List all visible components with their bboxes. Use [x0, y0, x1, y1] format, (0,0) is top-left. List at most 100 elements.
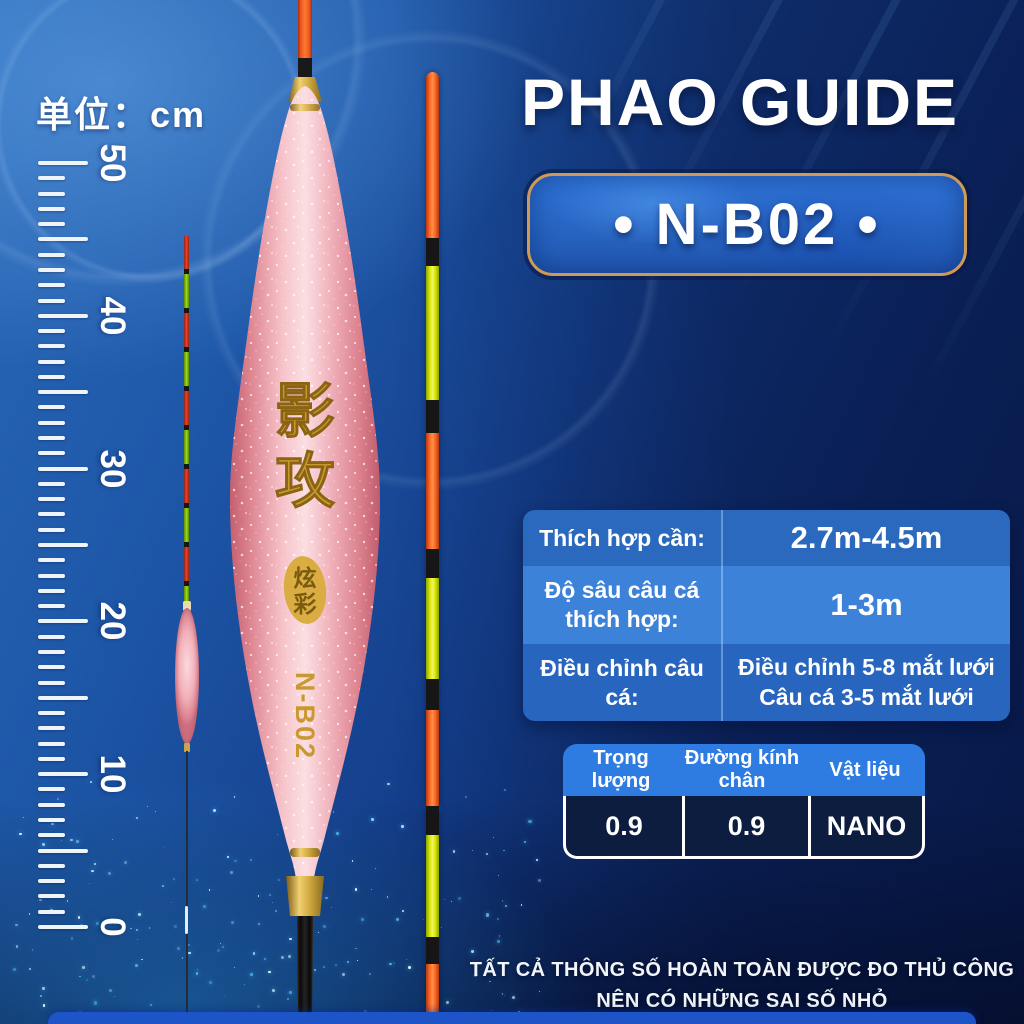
- spec-label: Độ sâu câu cá thích hợp:: [523, 566, 723, 644]
- antenna-segment-red: [184, 469, 189, 503]
- ruler-tick: [38, 696, 88, 700]
- spec-table-header-weight: Trọng lượng: [563, 744, 679, 796]
- ruler-tick: [38, 589, 65, 593]
- ruler-tick: [38, 390, 88, 394]
- ruler: 0 10 20 30 40 50: [38, 150, 188, 940]
- ruler-tick: [38, 360, 65, 364]
- antenna-segment-red: [184, 313, 189, 347]
- ruler-tick: [38, 849, 88, 853]
- antenna-segment-red: [184, 391, 189, 425]
- spec-value: Điều chỉnh 5-8 mắt lưới Câu cá 3-5 mắt l…: [723, 644, 1010, 722]
- ruler-tick: [38, 650, 65, 654]
- ruler-tick: [38, 344, 65, 348]
- spec-row-adjustment: Điều chỉnh câu cá: Điều chỉnh 5-8 mắt lư…: [523, 644, 1010, 722]
- ruler-tick: [38, 222, 65, 226]
- antenna-segment-black: [426, 679, 439, 710]
- big-float-bottom-collar: [286, 876, 324, 916]
- spec-table-body: 0.9 0.9 NANO: [563, 796, 925, 859]
- big-float-antenna: [298, 0, 312, 80]
- main-antenna: [426, 72, 439, 1024]
- big-float: 影 攻 炫 彩 N-B02: [222, 0, 388, 1024]
- ruler-tick: [38, 833, 65, 837]
- ruler-tick: [38, 665, 65, 669]
- ruler-tick: [38, 207, 65, 211]
- ruler-tick: [38, 375, 65, 379]
- antenna-segment-orange: [426, 433, 439, 549]
- big-float-graphic: 影 攻 炫 彩 N-B02: [222, 0, 388, 1024]
- small-reference-float: [170, 230, 204, 940]
- spec-table-value-material: NANO: [808, 796, 922, 856]
- big-float-top-ring: [290, 104, 320, 111]
- big-float-antenna-black-tip: [298, 58, 312, 80]
- antenna-segment-red: [184, 235, 189, 269]
- ruler-tick: [38, 482, 65, 486]
- spec-value: 2.7m-4.5m: [723, 510, 1010, 566]
- disclaimer-text: TẤT CẢ THÔNG SỐ HOÀN TOÀN ĐƯỢC ĐO THỦ CÔ…: [450, 955, 1024, 1017]
- spec-table-value-diameter: 0.9: [682, 796, 808, 856]
- ruler-tick: [38, 879, 65, 883]
- ruler-tick: [38, 635, 65, 639]
- ruler-tick: [38, 528, 65, 532]
- big-float-model-text: N-B02: [290, 672, 320, 760]
- ruler-tick: [38, 192, 65, 196]
- big-float-lower-ring: [290, 848, 320, 857]
- antenna-segment-yellow: [426, 835, 439, 937]
- ruler-tick: [38, 161, 88, 165]
- ruler-label: 10: [90, 752, 134, 796]
- spec-label: Điều chỉnh câu cá:: [523, 644, 723, 722]
- spec-label: Thích hợp cần:: [523, 510, 723, 566]
- unit-label: 单位：cm: [36, 86, 206, 138]
- ruler-tick: [38, 619, 88, 623]
- antenna-segment-green: [184, 508, 189, 542]
- ruler-tick: [38, 910, 65, 914]
- antenna-segment-red: [184, 547, 189, 581]
- ruler-tick: [38, 864, 65, 868]
- antenna-segment-orange: [426, 710, 439, 806]
- ruler-tick: [38, 421, 65, 425]
- spec-table: Trọng lượng Đường kính chân Vật liệu 0.9…: [563, 744, 925, 859]
- ruler-tick: [38, 497, 65, 501]
- small-float-antenna: [184, 235, 189, 610]
- ruler-label: 40: [90, 294, 134, 338]
- ruler-tick: [38, 604, 65, 608]
- antenna-segment-black: [426, 806, 439, 835]
- model-badge: • N-B02 •: [527, 173, 967, 276]
- ruler-tick: [38, 512, 65, 516]
- ruler-tick: [38, 237, 88, 241]
- ruler-tick: [38, 818, 65, 822]
- spec-value: 1-3m: [723, 566, 1010, 644]
- page-title: PHAO GUIDE: [470, 64, 1010, 140]
- ruler-tick: [38, 574, 65, 578]
- spec-table-header-diameter: Đường kính chân: [679, 744, 805, 796]
- ruler-tick: [38, 543, 88, 547]
- ruler-tick: [38, 742, 65, 746]
- ruler-tick: [38, 925, 88, 929]
- ruler-tick: [38, 467, 88, 471]
- ruler-tick: [38, 405, 65, 409]
- ruler-tick: [38, 253, 65, 257]
- ruler-tick: [38, 726, 65, 730]
- antenna-segment-yellow: [426, 578, 439, 679]
- ruler-tick: [38, 268, 65, 272]
- antenna-segment-black: [426, 549, 439, 578]
- big-float-seal-char-2: 彩: [293, 591, 317, 617]
- antenna-segment-green: [184, 352, 189, 386]
- ruler-tick: [38, 558, 65, 562]
- ruler-tick: [38, 314, 88, 318]
- ruler-tick: [38, 299, 65, 303]
- big-float-brand-char-1: 影: [275, 378, 335, 445]
- antenna-segment-black: [426, 238, 439, 266]
- spec-table-value-weight: 0.9: [566, 796, 682, 856]
- ruler-tick: [38, 681, 65, 685]
- big-float-stem: [297, 916, 313, 1020]
- antenna-segment-yellow: [426, 266, 439, 400]
- ruler-label: 20: [90, 599, 134, 643]
- small-float-body: [175, 608, 199, 744]
- ruler-tick: [38, 436, 65, 440]
- ruler-label: 50: [90, 141, 134, 185]
- spec-row-rod-length: Thích hợp cần: 2.7m-4.5m: [523, 510, 1010, 566]
- spec-table-header-material: Vật liệu: [805, 744, 925, 796]
- specs-panel: Thích hợp cần: 2.7m-4.5m Độ sâu câu cá t…: [523, 510, 1010, 721]
- antenna-segment-green: [184, 430, 189, 464]
- antenna-segment-green: [184, 274, 189, 308]
